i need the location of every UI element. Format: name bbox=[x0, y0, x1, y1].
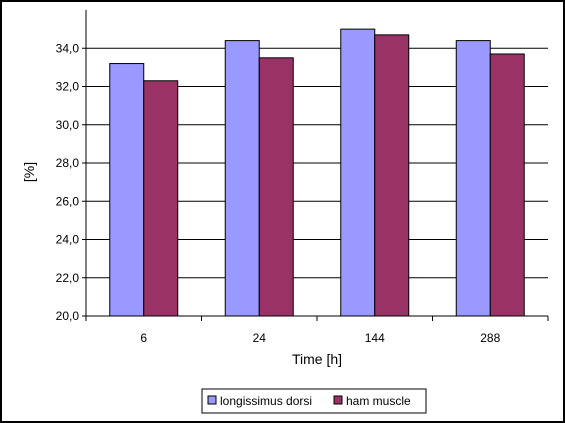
x-tick-label-144: 144 bbox=[365, 331, 385, 345]
bar-ham-muscle-6 bbox=[143, 80, 179, 317]
y-tick-label-6: 32,0 bbox=[56, 80, 80, 94]
bar-longissimus-dorsi-24 bbox=[224, 40, 260, 317]
y-tick-label-0: 20,0 bbox=[56, 309, 80, 323]
legend-swatch-longissimus-dorsi bbox=[207, 395, 217, 405]
bar-ham-muscle-24 bbox=[258, 57, 294, 317]
legend-label-longissimus-dorsi: longissimus dorsi bbox=[220, 394, 312, 408]
y-tick-labels: 20,0 22,0 24,0 26,0 28,0 30,0 32,0 34,0 bbox=[56, 41, 86, 323]
x-axis-title: Time [h] bbox=[292, 351, 342, 367]
bar-longissimus-dorsi-288 bbox=[455, 40, 491, 317]
legend: longissimus dorsi ham muscle bbox=[201, 388, 427, 414]
x-tick-label-24: 24 bbox=[253, 331, 267, 345]
x-tick-label-288: 288 bbox=[480, 331, 500, 345]
y-tick-label-2: 24,0 bbox=[56, 233, 80, 247]
y-tick-label-5: 30,0 bbox=[56, 118, 80, 132]
y-tick-label-4: 28,0 bbox=[56, 156, 80, 170]
x-tick-labels: 6 24 144 288 bbox=[85, 316, 549, 345]
bar-longissimus-dorsi-144 bbox=[340, 28, 376, 317]
bar-longissimus-dorsi-6 bbox=[109, 63, 145, 317]
y-tick-label-3: 26,0 bbox=[56, 194, 80, 208]
y-tick-label-7: 34,0 bbox=[56, 41, 80, 55]
y-axis-title: [%] bbox=[21, 162, 37, 182]
legend-box bbox=[201, 388, 427, 414]
legend-label-ham-muscle: ham muscle bbox=[346, 394, 411, 408]
bar-ham-muscle-144 bbox=[374, 34, 410, 317]
legend-swatch-ham-muscle bbox=[333, 395, 343, 405]
x-tick-label-6: 6 bbox=[140, 331, 147, 345]
y-tick-label-1: 22,0 bbox=[56, 271, 80, 285]
bars bbox=[109, 28, 525, 317]
bar-ham-muscle-288 bbox=[489, 53, 525, 317]
